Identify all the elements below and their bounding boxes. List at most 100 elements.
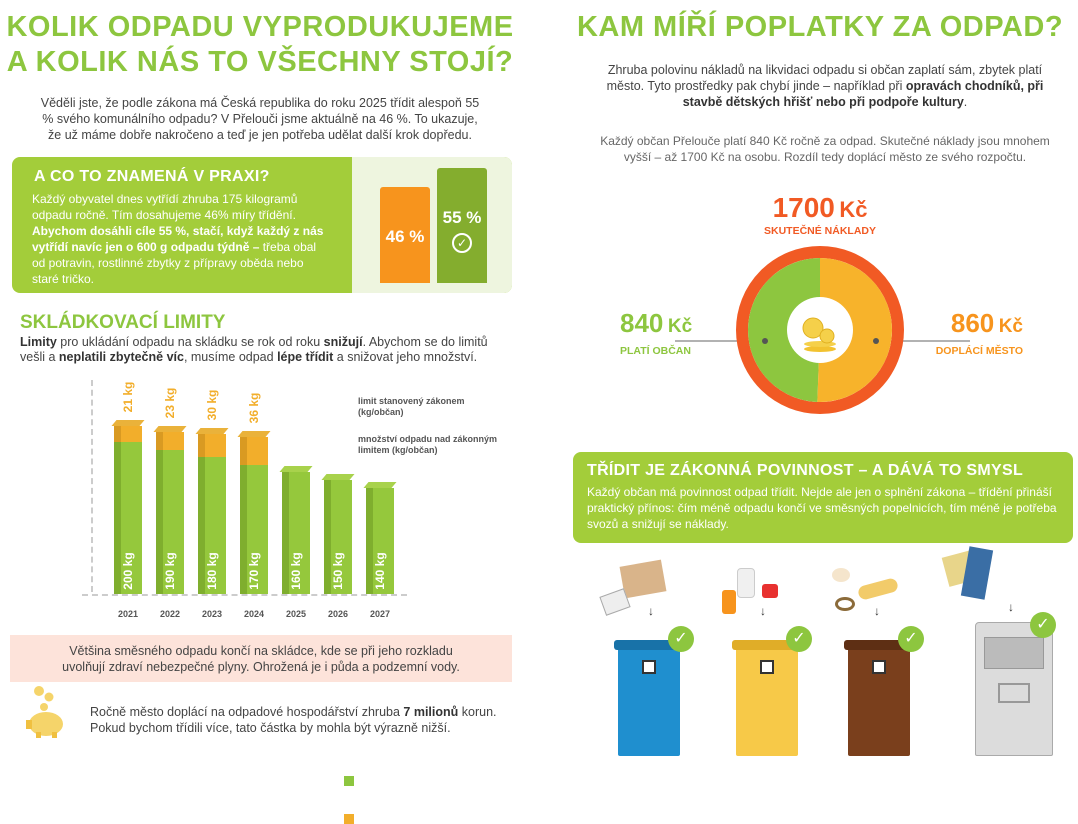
bar-limit [198,457,226,594]
peel-icon [835,597,855,611]
bar-top [363,481,397,488]
fees-text: Zhruba polovinu nákladů na likvidaci odp… [600,62,1050,110]
title-line: A KOLIK NÁS TO VŠECHNY STOJÍ? [6,46,514,78]
current-rate: 46 % [385,227,425,246]
x-tick-label: 2025 [285,609,307,619]
total-unit: Kč [839,197,868,222]
bar-over-label: 30 kg [205,390,219,421]
legend-swatch-over [344,814,354,824]
legend-swatch-limit [344,776,354,786]
duty-box: TŘÍDIT JE ZÁKONNÁ POVINNOST – A DÁVÁ TO … [573,452,1073,543]
check-icon: ✓ [786,626,812,652]
arrow-icon: ↓ [1008,600,1014,614]
text: Ročně město doplácí na odpadové hospodář… [90,705,404,719]
arrow-icon: ↓ [874,604,880,618]
bar-limit [114,442,142,594]
main-title: KOLIK ODPADU VYPRODUKUJEME A KOLIK NÁS T… [0,10,520,80]
citizen-unit: Kč [667,316,693,337]
paper-bin [614,640,684,756]
bar-over-limit [114,426,142,442]
qr-code-icon [760,660,774,674]
x-tick-label: 2023 [201,609,223,619]
citizen-share: 840 Kč PLATÍ OBČAN [620,308,692,357]
bar-limit-label: 150 kg [331,552,345,590]
arrow-icon: ↓ [760,604,766,618]
landfill-chart: limit stanovený zákonem (kg/občan) množs… [0,380,520,824]
bar-limit-label: 200 kg [121,552,135,590]
bar-over-label: 23 kg [163,387,177,419]
plastic-bin [732,640,802,756]
legend-limit: limit stanovený zákonem (kg/občan) [358,396,465,417]
arrow-icon: ↓ [648,604,654,618]
target-rate-bar: 55 % ✓ [437,168,487,283]
eggshell-icon [832,568,850,582]
legend-over: množství odpadu nad zákonným limitem (kg… [358,434,498,455]
cardboard-box-icon [619,559,667,599]
bar-top [279,466,313,473]
bar-limit-label: 140 kg [373,552,387,590]
bar-limit-label: 190 kg [163,552,177,590]
cost-donut [675,246,970,414]
x-axis [82,594,407,596]
bar-top [237,431,271,438]
text: Každý obyvatel dnes vytřídí zhruba 175 k… [32,192,298,222]
warning-box: Většina směsného odpadu končí na skládce… [10,635,512,682]
bar-top [195,428,229,435]
text: Zhruba polovinu nákladů na likvidaci odp… [606,63,1043,93]
text: korun. Pokud bychom třídili více, tato č… [90,705,497,735]
bar-top [111,420,145,427]
total-cost: 1700 Kč SKUTEČNÉ NÁKLADY [720,192,920,237]
praxe-text: Každý obyvatel dnes vytřídí zhruba 175 k… [32,191,332,287]
coins-icon [802,317,836,352]
bio-bin [844,640,914,756]
total-value: 1700 [772,192,835,223]
bold-text: snižují [323,335,363,349]
text: třeba obal od potravin, rostlinné zbytky… [32,240,317,286]
check-icon: ✓ [452,233,472,253]
city-label: DOPLÁCÍ MĚSTO [935,345,1023,357]
bar-over-limit [240,437,268,465]
city-slice [817,258,893,402]
bold-text: Abychom dosáhli cíle 55 %, stačí, když k… [32,224,324,254]
bold-text: Limity [20,335,57,349]
bar-over-label: 36 kg [247,393,261,424]
praxe-heading: A CO TO ZNAMENÁ V PRAXI? [34,168,270,185]
bar-over-limit [156,432,184,450]
piggy-bank-icon [26,686,63,738]
check-icon: ✓ [1030,612,1056,638]
title-line: KOLIK ODPADU VYPRODUKUJEME [6,11,514,43]
bar-limit [324,480,352,594]
bar-limit-label: 180 kg [205,552,219,590]
qr-code-icon [642,660,656,674]
bar-limit [282,472,310,594]
right-title: KAM MÍŘÍ POPLATKY ZA ODPAD? [576,11,1064,43]
textile-container [975,622,1053,756]
citizen-label: PLATÍ OBČAN [620,345,691,357]
duty-heading: TŘÍDIT JE ZÁKONNÁ POVINNOST – A DÁVÁ TO … [587,462,1024,479]
check-icon: ✓ [668,626,694,652]
banana-peel-icon [856,577,900,601]
current-rate-bar: 46 % [380,187,430,283]
citizen-slice [748,258,820,402]
intro-text: Věděli jste, že podle zákona má Česká re… [40,96,480,142]
text: a snižovat jeho množství. [333,350,478,364]
bold-text: lépe třídit [277,350,334,364]
bar-limit [366,487,394,594]
citizen-value: 840 [620,308,664,338]
costs-text: Každý občan Přelouče platí 840 Kč ročně … [600,134,1050,164]
x-tick-label: 2021 [117,609,139,619]
bar-limit-label: 160 kg [289,552,303,590]
cup-icon [762,584,778,598]
warning-text: Většina směsného odpadu končí na skládce… [62,644,460,674]
city-value: 860 [950,308,995,338]
qr-code-icon [872,660,886,674]
bar-limit [240,464,268,594]
bold-text: opravách chodníků, při stavbě dětských h… [682,79,1044,109]
total-ring [736,246,904,414]
bar-limit-label: 170 kg [247,552,261,590]
total-label: SKUTEČNÉ NÁKLADY [763,225,876,237]
bold-text: 7 milionů [403,705,459,719]
duty-text: Každý občan má povinnost odpad třídit. N… [587,485,1057,531]
money-text: Ročně město doplácí na odpadové hospodář… [90,704,510,736]
bar-over-label: 21 kg [121,381,135,413]
